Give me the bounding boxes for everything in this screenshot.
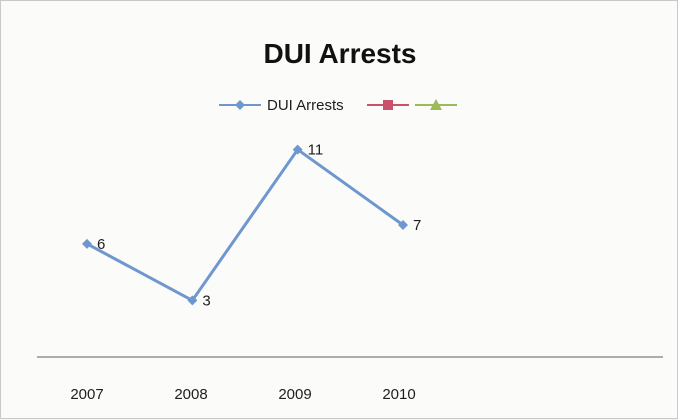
legend-marker-3 [430,99,442,110]
data-label: 6 [97,236,105,253]
data-label: 3 [202,292,210,309]
legend-marker-2 [383,100,393,110]
series-line-1 [85,148,405,302]
x-tick-label: 2009 [278,386,311,403]
data-point-marker [398,220,408,230]
x-tick-label: 2007 [70,386,103,403]
data-label: 7 [413,217,421,234]
chart-title: DUI Arrests [263,38,416,69]
data-point-marker [187,295,198,306]
data-point-marker [82,238,92,249]
data-label: 11 [308,142,324,159]
x-tick-label: 2008 [174,386,207,403]
series-layer: 6 3 11 7 [82,142,421,309]
chart-legend: DUI Arrests [219,97,457,114]
x-tick-label: 2010 [382,386,415,403]
x-axis-ticks: 2007 2008 2009 2010 [70,386,415,403]
data-point-marker [292,144,303,155]
legend-marker-1 [235,100,245,110]
legend-label-1: DUI Arrests [267,97,344,114]
